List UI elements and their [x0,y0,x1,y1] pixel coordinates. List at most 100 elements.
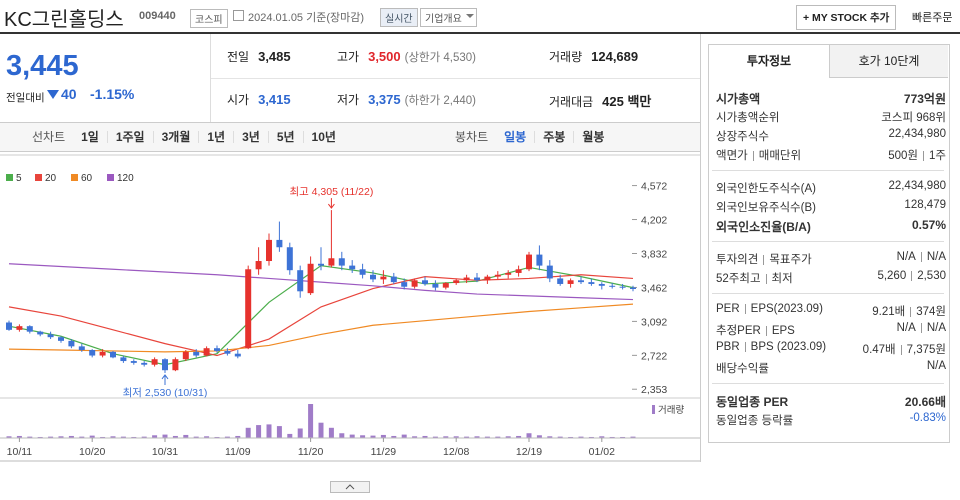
tab[interactable]: 10년 [302,131,344,143]
x-tick-label: 11/29 [371,446,397,458]
info-label: 투자의견 목표주가 [716,251,812,267]
value-part: 코스피 968위 [881,112,946,124]
candle-body [619,286,626,288]
tab[interactable]: 1주일 [106,131,153,143]
value-part: -0.83% [909,412,946,424]
tab[interactable]: 3개월 [152,131,199,143]
change-rate: -1.15% [90,86,135,102]
high-label: 최고 4,305 (11/22) [289,186,373,198]
info-value: 0.57% [912,218,946,235]
volume-bar [432,436,438,438]
info-label: 외국인한도주식수(A) [716,180,816,196]
y-tick-label: 2,722 [641,350,667,362]
volume-bar [110,436,116,438]
info-value: 773억원 [904,90,946,107]
candle-body [526,254,532,270]
group-rule [712,293,944,294]
tab[interactable]: 5년 [267,131,303,143]
candle-body [318,263,324,266]
volume-bar [152,435,158,438]
candle-body [349,265,356,270]
legend-swatch [652,405,655,414]
ma-line [8,303,634,353]
info-row: 추정PER EPS N/A N/A [716,322,946,338]
separator [752,150,754,161]
tab[interactable]: 1일 [81,130,99,144]
quote-value: 3,500 [368,49,401,64]
candle-body [130,361,137,363]
volume-bar [79,436,85,438]
price: 3,445 [6,50,79,82]
mystock-button[interactable]: + MY STOCK 추가 [796,5,897,30]
candle-body [630,287,636,290]
candle-body [37,331,44,335]
x-tick-label: 11/20 [298,446,324,458]
volume-bar [495,436,501,438]
label-part: 외국인소진율(B/A) [716,220,811,234]
info-row: 52주최고 최저 5,260 2,530 [716,270,946,286]
quote-cell: 저가 3,375 (하한가 2,440) [337,91,476,108]
label-part: 시가총액 [716,92,761,106]
volume-bar [308,404,314,438]
value-part: 5,260 [877,270,907,282]
candle-body [453,280,460,284]
volume-bar [256,425,262,438]
info-row: 배당수익률 N/A [716,360,946,376]
legend-swatch [107,174,114,181]
candle-body [26,326,33,332]
volume-bar [100,436,106,438]
down-arrow [47,90,59,99]
info-value: 128,479 [904,199,946,215]
volume-bar [287,433,293,438]
chart-tabs: 선차트 1일 1주일 3개월 1년 3년 5년 10년 봉차트 일봉 주봉 월봉 [0,122,700,152]
collapse-button[interactable] [330,481,370,493]
quote-label: 거래대금 [549,95,594,109]
group-rule [712,383,944,384]
info-row: 외국인소진율(B/A) 0.57% [716,218,946,235]
orderbook-tab[interactable]: 호가 10단계 [830,45,948,78]
quick-order[interactable]: 빠른주문 [912,12,953,24]
info-label: 액면가 매매단위 [716,147,801,163]
tab[interactable]: 주봉 [534,131,573,143]
candle-body [286,247,293,271]
volume-bar [245,427,251,438]
info-tab[interactable]: 투자정보 [709,45,830,78]
x-tick-label: 12/19 [516,446,542,458]
overview-button[interactable]: 기업개요 [420,8,477,27]
info-value: 20.66배 [905,393,946,410]
stock-code: 009440 [139,10,176,22]
candle-body [588,282,595,284]
candle-body [16,326,23,330]
tab[interactable]: 월봉 [573,131,612,143]
volume-bar [349,434,355,438]
tab-label: 봉차트 [455,130,489,144]
tab[interactable]: 일봉 [504,130,527,144]
candle-body [390,276,397,283]
info-label: 추정PER EPS [716,322,795,338]
volume-bar [204,436,210,438]
volume-bar [235,435,241,438]
legend-label: 120 [117,173,134,184]
volume-bar [412,436,418,438]
label-part: EPS(2023.09) [750,303,823,315]
value-part: 500원 [888,150,919,162]
realtime-tag[interactable]: 실시간 [380,8,418,27]
candle-body [546,265,553,279]
candle-body [307,263,314,294]
separator [765,273,767,284]
tab[interactable]: 3년 [233,131,268,143]
volume-bar [276,426,282,438]
candle-body [182,351,189,360]
ma-line [8,274,634,357]
quote-cell: 거래량 124,689 [549,48,638,65]
dropdown-caret [466,14,474,22]
volume-bar [547,436,553,438]
legend-swatch [71,174,78,181]
candle-body [505,272,512,275]
candle-body [328,258,335,266]
x-tick-label: 01/02 [589,446,615,458]
group-rule [712,241,944,242]
tab[interactable]: 1년 [198,131,233,143]
arrow-head [161,374,169,380]
